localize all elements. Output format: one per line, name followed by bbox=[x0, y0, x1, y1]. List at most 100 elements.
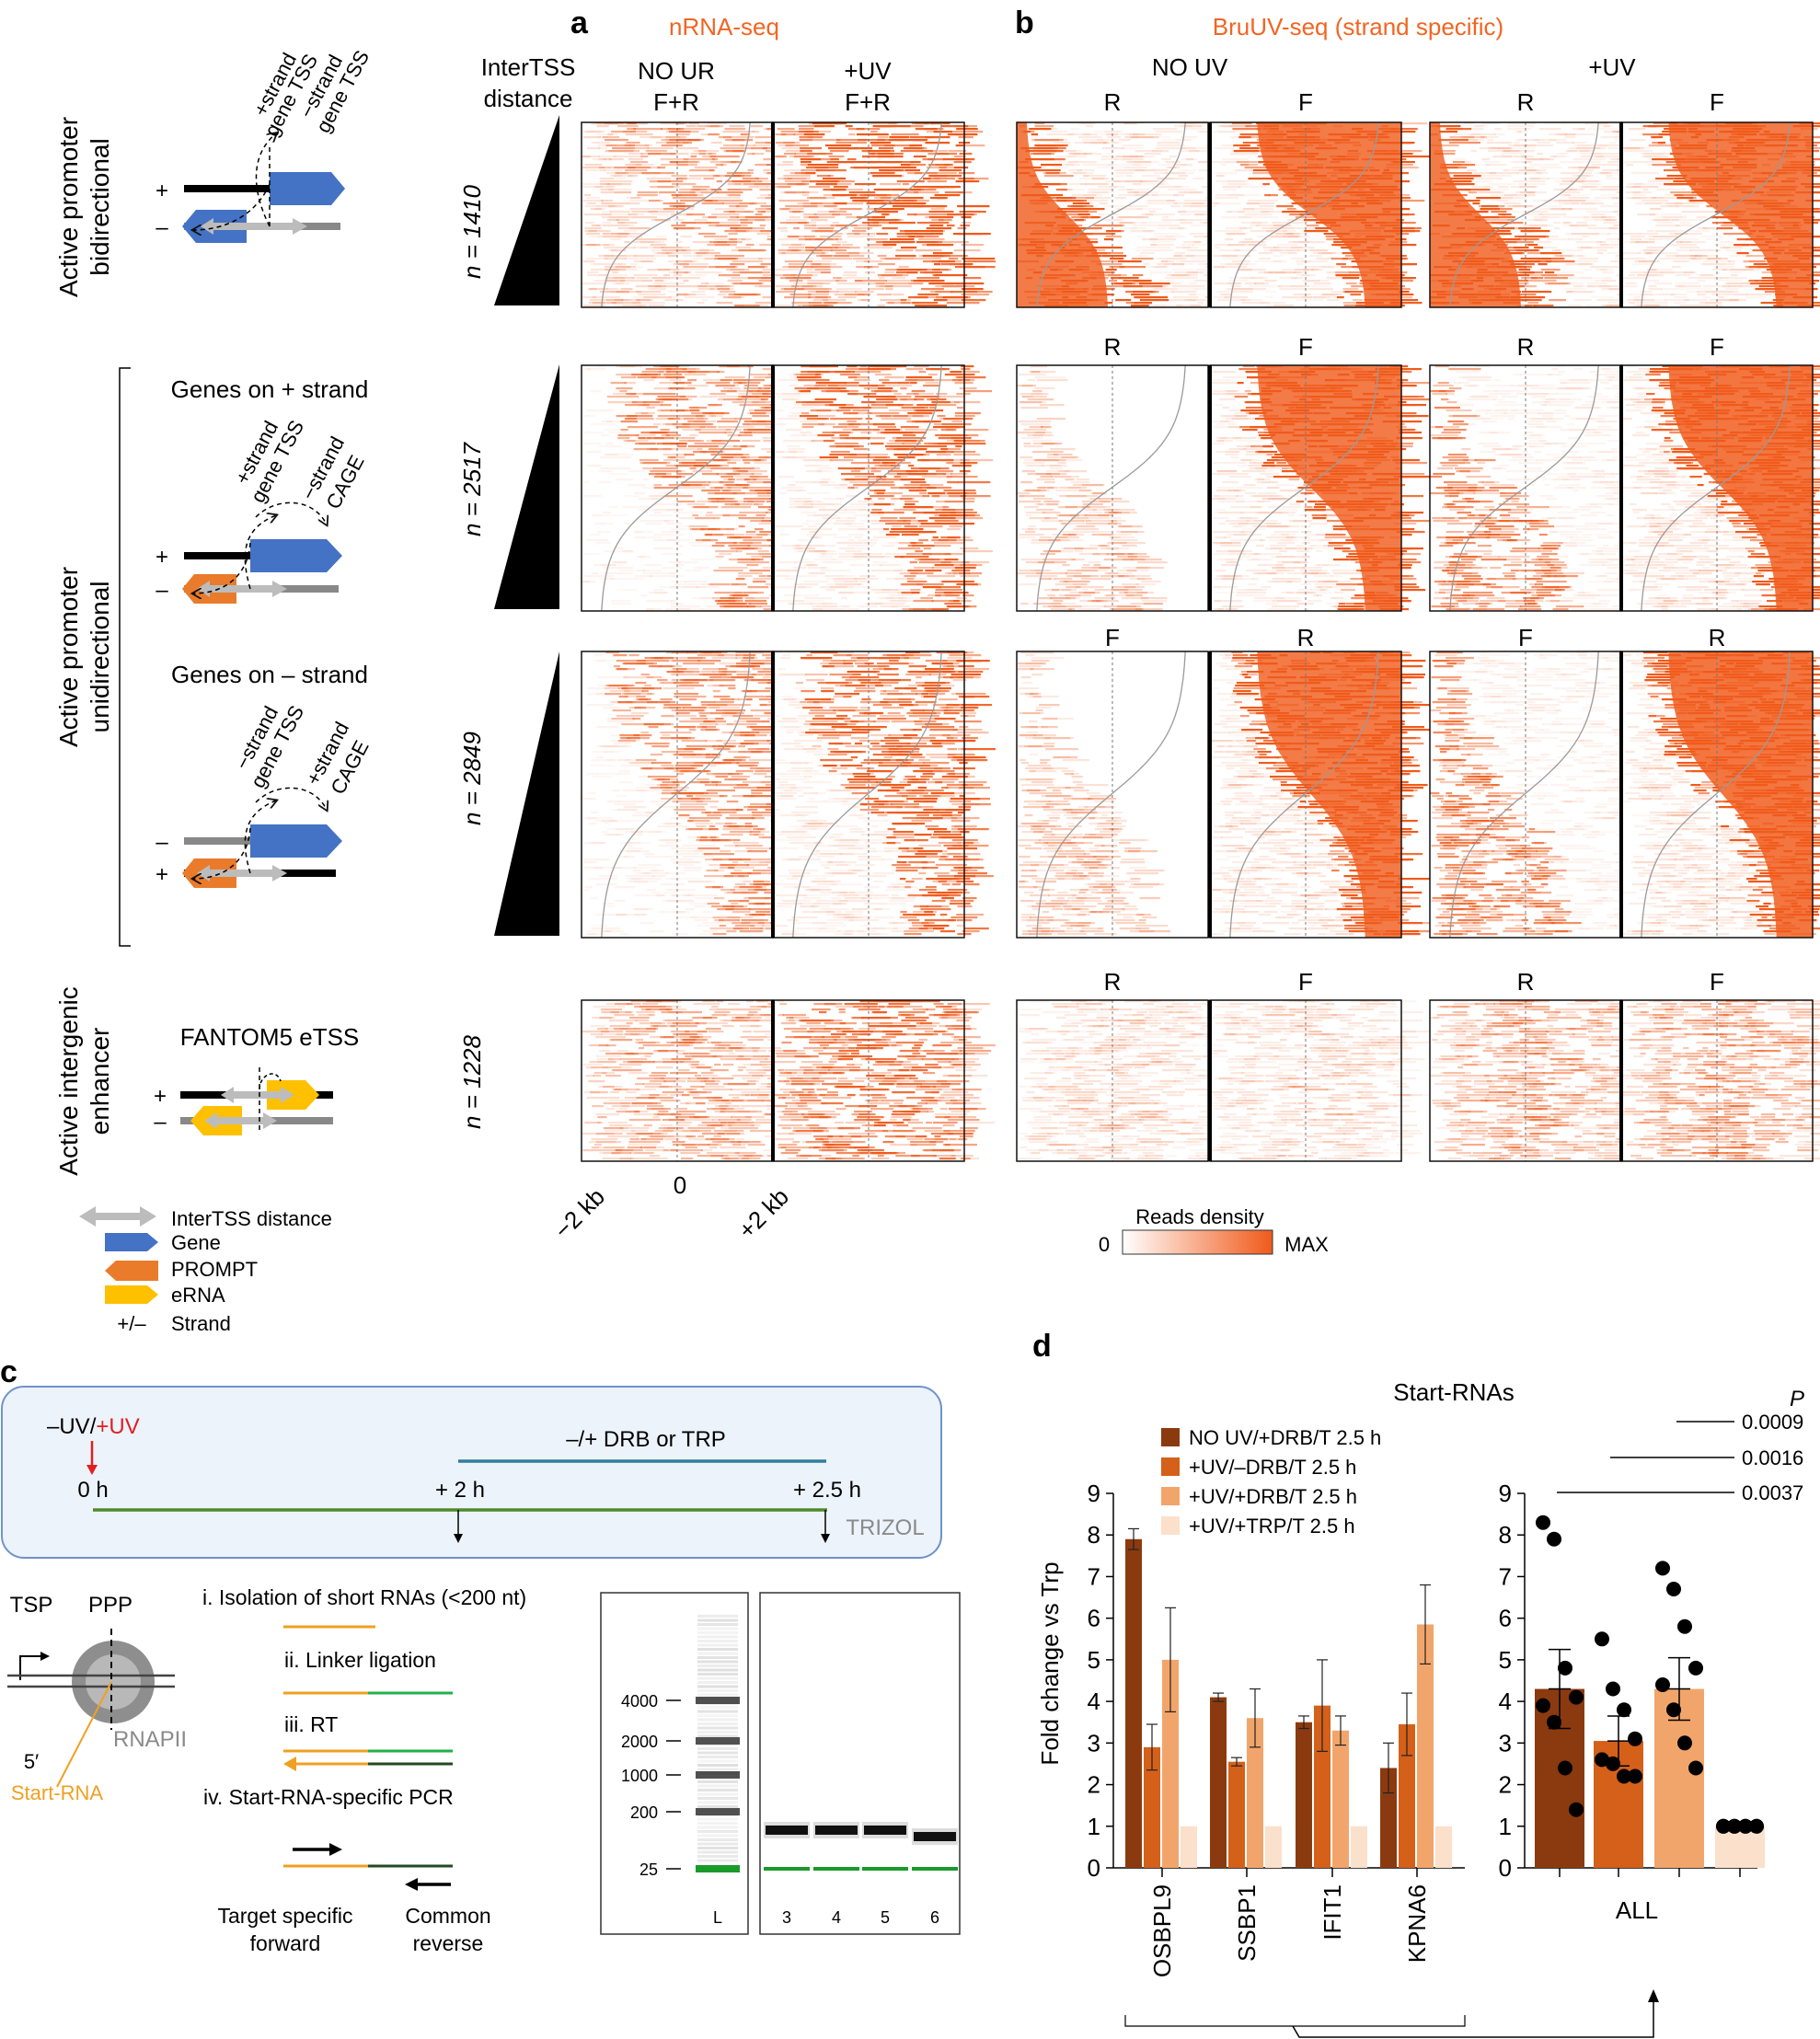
panel-d-letter: d bbox=[1032, 1329, 1052, 1364]
gene-shape-3 bbox=[250, 824, 342, 858]
bracket-arrow bbox=[1292, 1999, 1654, 2038]
data-point bbox=[1628, 1731, 1642, 1746]
gene-plus-shape bbox=[270, 172, 345, 205]
reads-density-bar bbox=[1122, 1229, 1273, 1255]
heatmap-panel bbox=[581, 651, 804, 939]
strand-minus-4: – bbox=[154, 1110, 167, 1135]
xtick-zero: 0 bbox=[674, 1171, 686, 1199]
genes-bracket bbox=[1124, 2015, 1466, 2027]
data-point bbox=[1666, 1702, 1681, 1718]
y-tick-label: 1 bbox=[1088, 1813, 1100, 1840]
strand-plus-2: + bbox=[156, 545, 168, 570]
genes-plus-title: Genes on + strand bbox=[171, 375, 369, 403]
bar bbox=[1228, 1761, 1245, 1868]
gel-ladder-band bbox=[696, 1771, 740, 1779]
heatmap-column-labels: R F R F R F R F F R F R R F R F bbox=[1104, 88, 1726, 996]
unidirectional-bracket bbox=[119, 367, 131, 947]
legend-label-2: +UV/–DRB/T 2.5 h bbox=[1189, 1456, 1356, 1479]
step-2: ii. Linker ligation bbox=[284, 1648, 436, 1672]
gel-lane-label: 5 bbox=[881, 1908, 890, 1927]
time-2h: + 2 h bbox=[435, 1478, 485, 1503]
time-25h: + 2.5 h bbox=[793, 1478, 861, 1503]
legend-gene-swatch bbox=[105, 1233, 158, 1251]
five-prime-label: 5′ bbox=[24, 1750, 39, 1773]
bar bbox=[1332, 1730, 1349, 1868]
intertss-arrow-shape bbox=[201, 218, 307, 235]
legend-intertss-swatch bbox=[79, 1206, 156, 1227]
heatmaps bbox=[581, 121, 1820, 1162]
heatmap-panel bbox=[1429, 121, 1649, 308]
bar bbox=[1144, 1746, 1160, 1868]
side-label-unidirectional-1: Active promoter bbox=[54, 567, 83, 747]
legend-prompt-swatch bbox=[105, 1261, 158, 1281]
intertss-label-2: distance bbox=[484, 85, 573, 112]
data-point bbox=[1688, 1760, 1703, 1776]
column-label: F bbox=[1518, 624, 1533, 651]
rnapii-label: RNAPII bbox=[113, 1727, 187, 1752]
column-label: R bbox=[1104, 968, 1122, 996]
strand-plus-1: + bbox=[156, 179, 168, 203]
protocol-steps: i. Isolation of short RNAs (<200 nt) ii.… bbox=[202, 1585, 526, 1955]
gene-shape-2 bbox=[250, 539, 342, 572]
data-point bbox=[1606, 1681, 1620, 1697]
column-label: R bbox=[1517, 88, 1535, 116]
gel-sample-band bbox=[766, 1826, 808, 1835]
column-label: F bbox=[1710, 88, 1724, 116]
heatmap-panel bbox=[1016, 999, 1237, 1162]
intertss-wedge-2 bbox=[494, 364, 559, 609]
y-tick-label: 4 bbox=[1499, 1688, 1512, 1715]
heatmap-panel bbox=[772, 364, 994, 612]
gel-sample-band bbox=[864, 1826, 906, 1835]
tsp-label: TSP bbox=[10, 1593, 53, 1618]
strand-minus-3: – bbox=[156, 830, 168, 855]
heatmap-panel bbox=[1016, 364, 1209, 612]
heatmap-panel bbox=[581, 121, 803, 308]
n-label-3: n = 2849 bbox=[458, 732, 486, 825]
data-point bbox=[1569, 1689, 1584, 1705]
data-point bbox=[1606, 1756, 1620, 1771]
heatmap-panel bbox=[1209, 364, 1433, 612]
bar-chart-all: 0 1 2 3 4 5 6 7 8 9 bbox=[1499, 1480, 1765, 1882]
data-point bbox=[1595, 1752, 1609, 1768]
pvalue-2: 0.0016 bbox=[1742, 1446, 1803, 1469]
column-label: F bbox=[1710, 333, 1724, 361]
data-point bbox=[1595, 1631, 1609, 1647]
legend-intertss: InterTSS distance bbox=[171, 1207, 332, 1230]
data-point bbox=[1655, 1561, 1670, 1576]
gel-ladder-label: 200 bbox=[630, 1803, 658, 1822]
panel-c-letter: c bbox=[0, 1354, 17, 1389]
data-point bbox=[1547, 1714, 1561, 1730]
legend-gene: Gene bbox=[171, 1231, 221, 1254]
side-label-enhancer-1: Active intergenic bbox=[54, 986, 83, 1175]
group-nouv: NO UV bbox=[1152, 53, 1228, 81]
rnapii-diagram: TSP PPP RNAPII 5′ Start-RNA bbox=[7, 1593, 187, 1804]
column-label: R bbox=[1104, 333, 1122, 361]
y-tick-label: 9 bbox=[1088, 1480, 1100, 1507]
data-point bbox=[1749, 1818, 1764, 1834]
col-uv-l2: F+R bbox=[845, 88, 891, 116]
data-point bbox=[1536, 1515, 1550, 1530]
ppp-label: PPP bbox=[88, 1593, 132, 1618]
gel-ladder-label: 1000 bbox=[621, 1767, 658, 1785]
legend-swatch-3 bbox=[1161, 1487, 1180, 1505]
rev-label-2: reverse bbox=[413, 1931, 484, 1955]
gel-ladder-band bbox=[696, 1865, 740, 1872]
legend-erna: eRNA bbox=[171, 1284, 225, 1307]
heatmap-panel bbox=[1620, 999, 1820, 1162]
heatmap-panel bbox=[581, 364, 801, 612]
data-point bbox=[1677, 1619, 1692, 1634]
column-label: R bbox=[1297, 624, 1315, 651]
legend-swatch-4 bbox=[1161, 1516, 1180, 1535]
column-label: F bbox=[1710, 968, 1724, 996]
fwd-label-1: Target specific bbox=[217, 1904, 352, 1928]
y-tick-label: 0 bbox=[1499, 1854, 1512, 1882]
gel-ladder-label: 2000 bbox=[621, 1733, 658, 1751]
strand-plus-4: + bbox=[154, 1084, 167, 1109]
gel-marker-band bbox=[764, 1867, 810, 1871]
heatmap-panel bbox=[1209, 651, 1433, 939]
gel-marker-band bbox=[862, 1867, 908, 1871]
bar bbox=[1435, 1826, 1452, 1868]
y-tick-label: 8 bbox=[1088, 1521, 1100, 1549]
y-tick-label: 6 bbox=[1088, 1605, 1100, 1632]
y-tick-label: 7 bbox=[1499, 1562, 1512, 1590]
